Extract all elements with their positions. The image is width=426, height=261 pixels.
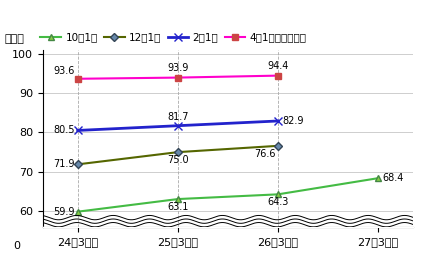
Text: 82.9: 82.9: [282, 116, 304, 126]
Text: 63.1: 63.1: [167, 202, 189, 212]
Legend: 10月1日, 12月1日, 2月1日, 4月1日（就耽率）: 10月1日, 12月1日, 2月1日, 4月1日（就耽率）: [40, 33, 307, 43]
Text: 68.4: 68.4: [382, 173, 404, 183]
Text: 64.3: 64.3: [267, 197, 289, 207]
Text: 71.9: 71.9: [53, 159, 75, 169]
Text: 76.6: 76.6: [254, 149, 275, 159]
Text: 0: 0: [14, 241, 20, 251]
Text: 59.9: 59.9: [53, 207, 75, 217]
Text: 93.9: 93.9: [167, 63, 189, 73]
Text: 93.6: 93.6: [54, 66, 75, 76]
Text: （％）: （％）: [4, 34, 24, 44]
Text: 80.5: 80.5: [53, 126, 75, 135]
Text: 81.7: 81.7: [167, 111, 189, 122]
Text: 94.4: 94.4: [267, 61, 289, 72]
Text: 75.0: 75.0: [167, 155, 189, 165]
